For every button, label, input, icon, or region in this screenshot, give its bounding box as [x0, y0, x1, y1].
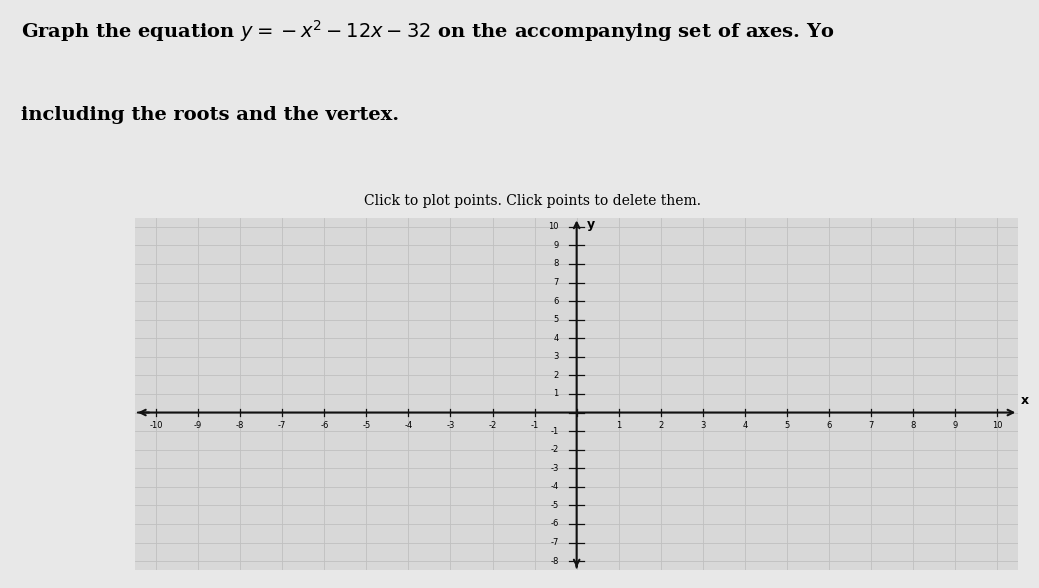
Text: 2: 2 [554, 371, 559, 380]
Text: 4: 4 [742, 420, 747, 429]
Text: 7: 7 [553, 278, 559, 287]
Text: 4: 4 [554, 334, 559, 343]
Text: y: y [587, 219, 595, 232]
Text: -9: -9 [194, 420, 203, 429]
Text: -4: -4 [551, 482, 559, 492]
Text: 10: 10 [548, 222, 559, 231]
Text: -6: -6 [320, 420, 328, 429]
Text: 1: 1 [616, 420, 621, 429]
Text: -7: -7 [551, 538, 559, 547]
Text: -2: -2 [488, 420, 497, 429]
Text: -1: -1 [531, 420, 538, 429]
Text: -8: -8 [236, 420, 244, 429]
Text: -5: -5 [363, 420, 371, 429]
Text: 8: 8 [553, 259, 559, 269]
Text: Graph the equation $y = -x^2 - 12x - 32$ on the accompanying set of axes. Yo: Graph the equation $y = -x^2 - 12x - 32$… [21, 18, 834, 44]
Text: 9: 9 [554, 241, 559, 250]
Text: 8: 8 [910, 420, 915, 429]
Text: 9: 9 [953, 420, 958, 429]
Text: Click to plot points. Click points to delete them.: Click to plot points. Click points to de… [364, 194, 700, 208]
Text: -7: -7 [278, 420, 287, 429]
Text: 6: 6 [826, 420, 831, 429]
Text: 5: 5 [784, 420, 790, 429]
Text: -10: -10 [150, 420, 163, 429]
Text: -5: -5 [551, 501, 559, 510]
Text: -4: -4 [404, 420, 412, 429]
Text: -1: -1 [551, 427, 559, 436]
Text: -3: -3 [447, 420, 455, 429]
Text: 3: 3 [700, 420, 705, 429]
Text: -2: -2 [551, 445, 559, 454]
Text: -8: -8 [551, 557, 559, 566]
Text: 10: 10 [992, 420, 1003, 429]
Text: 3: 3 [553, 352, 559, 361]
Text: -3: -3 [551, 464, 559, 473]
Text: 6: 6 [553, 296, 559, 306]
Text: x: x [1020, 394, 1029, 407]
Text: 2: 2 [658, 420, 663, 429]
Text: 1: 1 [554, 389, 559, 399]
Text: including the roots and the vertex.: including the roots and the vertex. [21, 106, 399, 124]
Text: -6: -6 [551, 519, 559, 529]
Text: 5: 5 [554, 315, 559, 324]
Text: 7: 7 [869, 420, 874, 429]
